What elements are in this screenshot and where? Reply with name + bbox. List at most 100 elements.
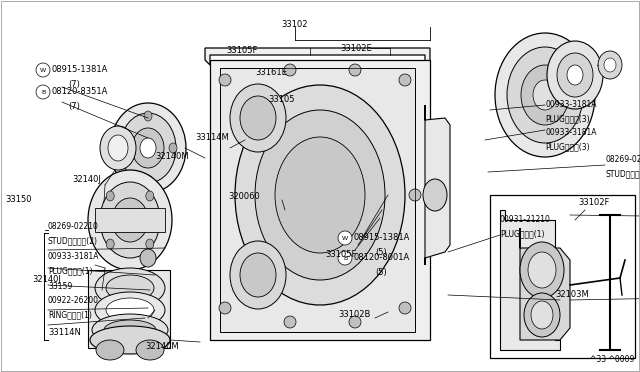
- Ellipse shape: [132, 128, 164, 168]
- Text: B: B: [41, 90, 45, 94]
- Ellipse shape: [255, 110, 385, 280]
- Text: (7): (7): [68, 102, 80, 111]
- Ellipse shape: [120, 113, 176, 183]
- Ellipse shape: [557, 53, 593, 97]
- Ellipse shape: [169, 143, 177, 153]
- Ellipse shape: [235, 85, 405, 305]
- Ellipse shape: [423, 179, 447, 211]
- Text: PLUGプラグ(1): PLUGプラグ(1): [48, 266, 93, 275]
- Ellipse shape: [110, 103, 186, 193]
- Text: STUDスタッド(4): STUDスタッド(4): [605, 169, 640, 178]
- Ellipse shape: [96, 340, 124, 360]
- Ellipse shape: [598, 51, 622, 79]
- Polygon shape: [95, 208, 165, 232]
- Ellipse shape: [219, 302, 231, 314]
- Polygon shape: [205, 48, 430, 65]
- Text: RINGリング(1): RINGリング(1): [48, 310, 92, 319]
- Text: 08269-02210: 08269-02210: [605, 155, 640, 164]
- Ellipse shape: [112, 198, 148, 242]
- Ellipse shape: [604, 58, 616, 72]
- Text: 33105: 33105: [268, 95, 294, 104]
- Text: 32140M: 32140M: [155, 152, 189, 161]
- Text: 320060: 320060: [228, 192, 260, 201]
- Polygon shape: [425, 105, 450, 265]
- Text: 08915-1381A: 08915-1381A: [52, 65, 108, 74]
- Ellipse shape: [146, 239, 154, 249]
- Text: 32140J: 32140J: [32, 275, 61, 284]
- Ellipse shape: [338, 231, 352, 245]
- Text: 08915-1381A: 08915-1381A: [354, 233, 410, 242]
- Text: 33102: 33102: [282, 20, 308, 29]
- Text: W: W: [342, 235, 348, 241]
- Ellipse shape: [399, 74, 411, 86]
- Ellipse shape: [100, 182, 160, 258]
- Text: 08120-8001A: 08120-8001A: [354, 253, 410, 262]
- Text: 32140J: 32140J: [72, 175, 101, 184]
- Text: (5): (5): [375, 268, 387, 277]
- Ellipse shape: [338, 251, 352, 265]
- Ellipse shape: [349, 64, 361, 76]
- Text: (5): (5): [375, 248, 387, 257]
- Text: ^33 ^0009: ^33 ^0009: [590, 355, 634, 364]
- Ellipse shape: [106, 298, 154, 322]
- Ellipse shape: [144, 175, 152, 185]
- Ellipse shape: [140, 249, 156, 267]
- Ellipse shape: [275, 137, 365, 253]
- Ellipse shape: [507, 47, 583, 143]
- Text: 00922-26200: 00922-26200: [48, 296, 99, 305]
- Text: (7): (7): [68, 80, 80, 89]
- Text: 33102E: 33102E: [340, 44, 372, 53]
- Ellipse shape: [495, 33, 595, 157]
- Text: 00931-21210: 00931-21210: [500, 215, 551, 224]
- Polygon shape: [500, 210, 560, 350]
- Bar: [490, 195, 635, 358]
- Text: 32103M: 32103M: [555, 290, 589, 299]
- Ellipse shape: [121, 209, 139, 231]
- Ellipse shape: [567, 65, 583, 85]
- Polygon shape: [210, 60, 430, 340]
- Ellipse shape: [524, 293, 560, 337]
- Ellipse shape: [531, 301, 553, 329]
- Ellipse shape: [36, 63, 50, 77]
- Ellipse shape: [104, 320, 156, 340]
- Polygon shape: [220, 68, 415, 332]
- Ellipse shape: [88, 170, 172, 270]
- Ellipse shape: [108, 135, 128, 161]
- Text: 33102F: 33102F: [578, 198, 609, 207]
- Text: 33105F: 33105F: [325, 250, 356, 259]
- Ellipse shape: [144, 111, 152, 121]
- Ellipse shape: [136, 340, 164, 360]
- Text: PLUGプラグ(3): PLUGプラグ(3): [545, 142, 589, 151]
- Ellipse shape: [146, 191, 154, 201]
- Text: 33105F: 33105F: [226, 46, 257, 55]
- Ellipse shape: [90, 326, 170, 354]
- Text: 33102B: 33102B: [338, 310, 371, 319]
- Text: 33114N: 33114N: [48, 328, 81, 337]
- Text: PLUGプラグ(3): PLUGプラグ(3): [545, 114, 589, 123]
- Text: STUDスタッド(2): STUDスタッド(2): [48, 236, 98, 245]
- Ellipse shape: [95, 268, 165, 308]
- Ellipse shape: [106, 239, 114, 249]
- Ellipse shape: [219, 74, 231, 86]
- Text: 33114M: 33114M: [195, 133, 228, 142]
- Text: 00933-3181A: 00933-3181A: [545, 128, 596, 137]
- Text: PLUGプラグ(1): PLUGプラグ(1): [500, 229, 545, 238]
- Text: 00933-3181A: 00933-3181A: [545, 100, 596, 109]
- Ellipse shape: [409, 189, 421, 201]
- Ellipse shape: [230, 84, 286, 152]
- Ellipse shape: [349, 316, 361, 328]
- Text: 08269-02210: 08269-02210: [48, 222, 99, 231]
- Ellipse shape: [521, 65, 569, 125]
- Ellipse shape: [240, 96, 276, 140]
- Polygon shape: [520, 228, 570, 340]
- Polygon shape: [88, 270, 170, 348]
- Text: 33150: 33150: [5, 195, 31, 204]
- Ellipse shape: [547, 41, 603, 109]
- Ellipse shape: [106, 191, 114, 201]
- Text: W: W: [40, 67, 46, 73]
- Ellipse shape: [230, 241, 286, 309]
- Ellipse shape: [528, 252, 556, 288]
- Text: 33159: 33159: [48, 282, 72, 291]
- Ellipse shape: [284, 64, 296, 76]
- Text: B: B: [343, 256, 347, 260]
